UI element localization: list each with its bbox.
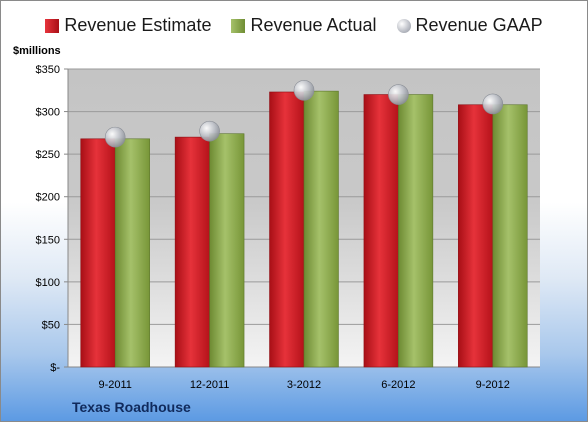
y-tick-label: $200 (36, 192, 60, 204)
y-tick-label: $50 (42, 319, 60, 331)
marker-gaap (104, 126, 126, 148)
legend-label-gaap: Revenue GAAP (415, 15, 543, 35)
bar-actual (114, 138, 150, 368)
bar-estimate (269, 91, 305, 368)
bar-actual (492, 104, 528, 368)
legend-label-estimate: Revenue Estimate (64, 15, 212, 35)
y-axis-unit-label: $millions (13, 45, 61, 57)
bar-estimate (363, 94, 399, 368)
bar-estimate (80, 138, 116, 368)
legend-swatch-actual (231, 18, 246, 33)
bar-actual (303, 90, 339, 368)
bar-estimate (174, 136, 210, 368)
y-tick-label: $250 (36, 149, 60, 161)
marker-gaap (293, 79, 315, 101)
legend-swatch-estimate (45, 18, 60, 33)
legend: Revenue Estimate Revenue Actual Revenue … (1, 15, 587, 36)
y-tick-label: $350 (36, 64, 60, 76)
x-tick-label: 12-2011 (190, 379, 230, 391)
y-tick-label: $300 (36, 107, 60, 119)
legend-swatch-gaap (396, 18, 411, 33)
marker-gaap (482, 93, 504, 115)
legend-item-gaap: Revenue GAAP (396, 15, 543, 36)
marker-gaap (199, 120, 220, 142)
x-tick-label: 9-2011 (98, 379, 131, 391)
x-tick-label: 3-2012 (287, 379, 321, 391)
company-name: Texas Roadhouse (72, 399, 191, 415)
y-tick-label: $150 (36, 234, 60, 246)
y-tick-label: $100 (36, 277, 60, 289)
marker-gaap (388, 84, 409, 105)
bar-estimate (458, 104, 494, 368)
x-tick-label: 9-2012 (476, 379, 510, 391)
legend-item-actual: Revenue Actual (231, 15, 377, 36)
legend-item-estimate: Revenue Estimate (45, 15, 211, 36)
y-tick-label: $- (50, 362, 60, 374)
x-tick-label: 6-2012 (381, 379, 415, 391)
legend-label-actual: Revenue Actual (250, 15, 377, 35)
bar-actual (209, 133, 245, 368)
bar-actual (398, 94, 434, 368)
